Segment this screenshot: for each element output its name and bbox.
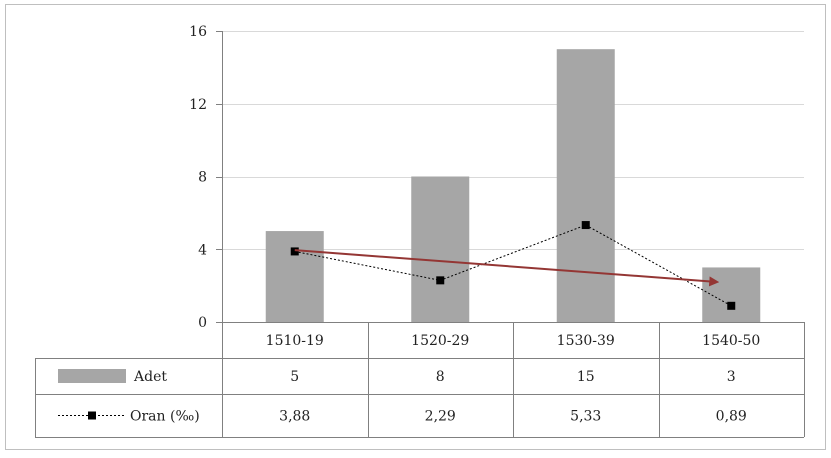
- legend-label-oran: Oran (‰): [130, 409, 200, 425]
- data-label-oran: 2,29: [425, 409, 456, 425]
- trend-arrow-line: [294, 249, 720, 287]
- bars: [265, 49, 761, 322]
- x-tick-label: 1540-50: [702, 333, 760, 349]
- legend-label-adet: Adet: [133, 369, 167, 385]
- trend-arrow: [294, 249, 720, 287]
- bar-adet: [411, 176, 470, 322]
- y-tick-label: 8: [198, 170, 207, 186]
- x-tick-label: 1520-29: [411, 333, 469, 349]
- data-label-adet: 3: [727, 369, 736, 385]
- data-label-adet: 15: [577, 369, 595, 385]
- y-tick-label: 12: [189, 97, 207, 113]
- bar-adet: [265, 231, 324, 322]
- data-table: 1510-19 1520-29 1530-39 1540-50 Adet 5 8 15 3 Ora…: [35, 322, 805, 438]
- bar-adet: [702, 267, 761, 322]
- rate-marker: [727, 301, 736, 310]
- data-label-adet: 8: [436, 369, 445, 385]
- data-label-oran: 3,88: [279, 409, 310, 425]
- y-tick-label: 16: [189, 24, 207, 40]
- y-tick-label: 0: [198, 315, 207, 331]
- y-tick-label: 4: [198, 242, 207, 258]
- data-label-oran: 5,33: [570, 409, 601, 425]
- legend-swatch-oran-marker: [88, 411, 96, 420]
- x-tick-label: 1530-39: [557, 333, 615, 349]
- x-tick-label: 1510-19: [266, 333, 324, 349]
- data-label-adet: 5: [290, 369, 299, 385]
- rate-marker: [581, 221, 590, 230]
- data-label-oran: 0,89: [716, 409, 747, 425]
- bar-adet: [556, 49, 615, 322]
- rate-marker: [290, 247, 299, 256]
- legend-swatch-adet: [58, 369, 126, 383]
- y-axis-ticks: 0 4 8 12 16: [189, 24, 207, 331]
- rate-marker: [436, 276, 445, 285]
- rate-line: [290, 221, 736, 310]
